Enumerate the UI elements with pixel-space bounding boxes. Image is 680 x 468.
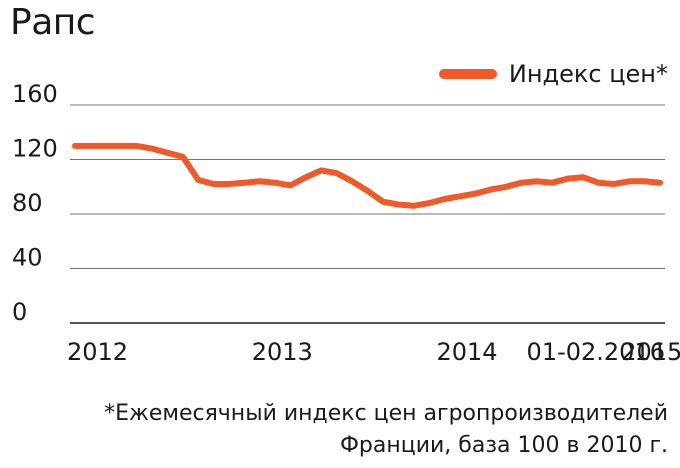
y-axis-ticks: 0 40 80 120 160 <box>12 80 58 326</box>
series-line <box>72 142 663 209</box>
y-tick-label: 0 <box>12 298 27 326</box>
legend-swatch <box>438 69 497 79</box>
gridlines <box>70 104 665 324</box>
x-tick-label: 2013 <box>252 338 313 366</box>
footnote: *Ежемесячный индекс цен агропроизводител… <box>0 398 668 462</box>
y-tick-label: 40 <box>12 244 43 272</box>
x-tick-label: 2014 <box>436 338 497 366</box>
legend-label: Индекс цен* <box>508 60 668 88</box>
y-tick-label: 160 <box>12 80 58 108</box>
y-tick-label: 120 <box>12 135 58 163</box>
x-tick-label: 2015 <box>621 338 680 366</box>
chart-title: Рапс <box>10 2 96 43</box>
footnote-line-2: Франции, база 100 в 2010 г. <box>339 433 668 458</box>
series-lines <box>72 142 663 209</box>
footnote-line-1: *Ежемесячный индекс цен агропроизводител… <box>104 401 668 426</box>
legend: Индекс цен* <box>438 60 668 88</box>
x-tick-label: 01-02.2016 <box>527 338 665 366</box>
y-tick-label: 80 <box>12 189 43 217</box>
x-tick-label: 2012 <box>67 338 128 366</box>
